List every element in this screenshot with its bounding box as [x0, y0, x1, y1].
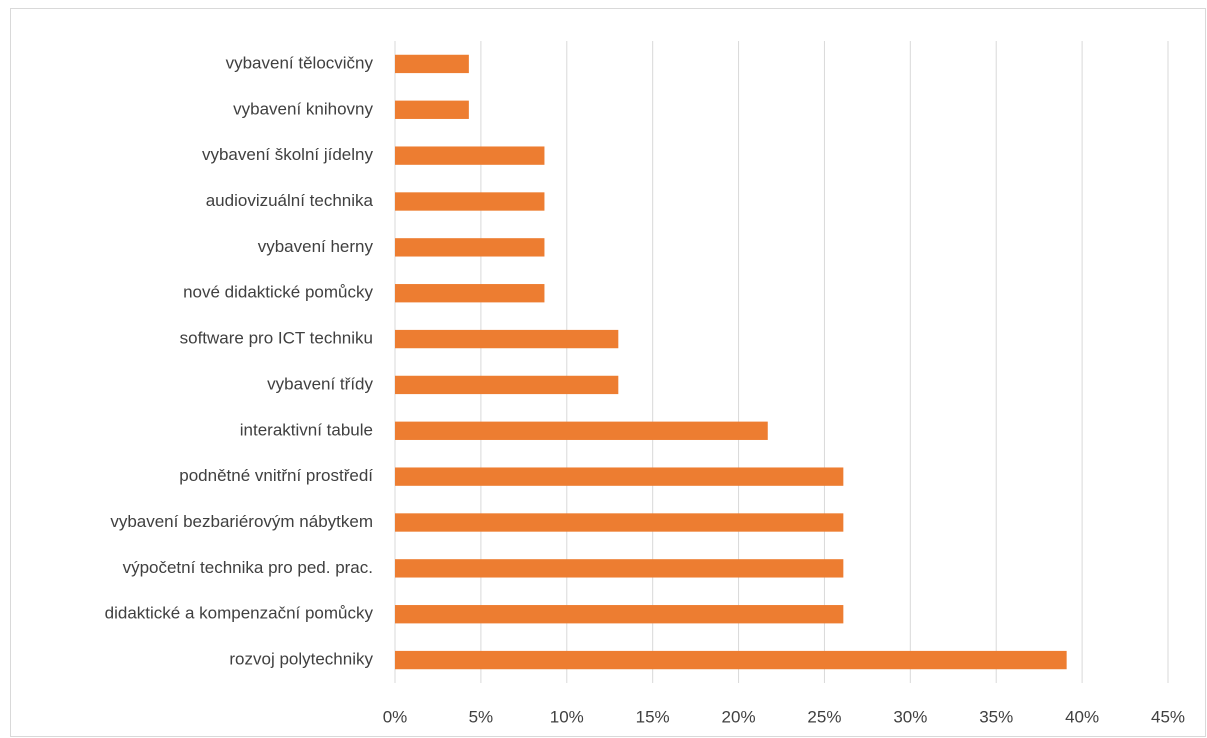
y-tick-label: vybavení bezbariérovým nábytkem: [110, 512, 373, 531]
x-tick-label: 20%: [722, 707, 756, 726]
y-tick-label: vybavení knihovny: [233, 99, 373, 118]
chart-border: [10, 8, 1206, 737]
bar: [395, 329, 619, 349]
y-tick-label: výpočetní technika pro ped. prac.: [123, 558, 373, 577]
y-tick-label: vybavení tělocvičny: [226, 53, 374, 72]
x-tick-label: 30%: [893, 707, 927, 726]
y-tick-label: vybavení třídy: [267, 374, 373, 393]
y-tick-label: rozvoj polytechniky: [229, 650, 373, 669]
x-tick-label: 35%: [979, 707, 1013, 726]
bar: [395, 421, 768, 440]
bar: [395, 605, 844, 624]
bar: [395, 100, 469, 119]
bar: [395, 192, 545, 211]
bar: [395, 146, 545, 165]
y-tick-label: interaktivní tabule: [240, 420, 373, 439]
bar: [395, 284, 545, 303]
x-tick-label: 45%: [1151, 707, 1185, 726]
bar: [395, 375, 619, 395]
y-tick-label: vybavení školní jídelny: [202, 145, 374, 164]
bar: [395, 559, 844, 578]
y-tick-label: software pro ICT techniku: [180, 329, 373, 348]
y-tick-label: vybavení herny: [258, 237, 374, 256]
bar: [395, 238, 545, 257]
bar: [395, 650, 1067, 670]
x-tick-label: 40%: [1065, 707, 1099, 726]
y-tick-label: audiovizuální technika: [206, 191, 374, 210]
bar: [395, 467, 844, 486]
x-tick-label: 10%: [550, 707, 584, 726]
x-tick-label: 15%: [636, 707, 670, 726]
y-tick-label: podnětné vnitřní prostředí: [179, 466, 373, 485]
x-tick-label: 25%: [807, 707, 841, 726]
y-tick-label: nové didaktické pomůcky: [183, 283, 373, 302]
x-tick-label: 0%: [383, 707, 408, 726]
bar: [395, 54, 469, 74]
y-tick-label: didaktické a kompenzační pomůcky: [105, 604, 374, 623]
bar: [395, 513, 844, 532]
x-tick-label: 5%: [469, 707, 494, 726]
